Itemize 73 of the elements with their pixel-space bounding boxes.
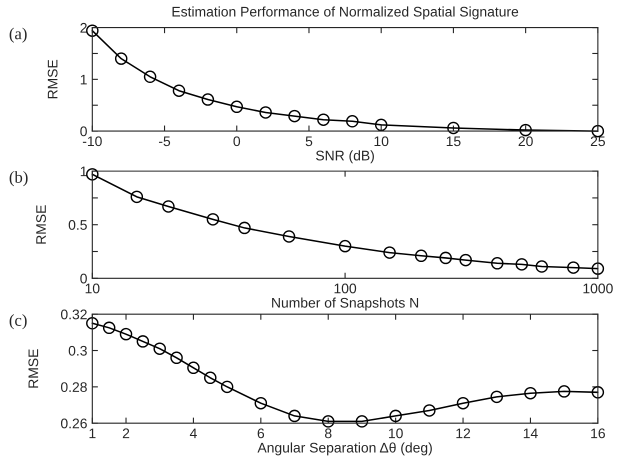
x-tick-label: 25 (590, 136, 605, 146)
y-tick-label: 0 (80, 126, 87, 136)
point (288, 110, 301, 122)
text: (c) (10, 314, 27, 330)
point (356, 415, 368, 428)
x-tick-label: 5 (306, 136, 312, 146)
point (102, 322, 116, 334)
point (519, 124, 532, 136)
point (120, 328, 132, 340)
point (230, 100, 244, 114)
y-tick-label: 1 (80, 166, 87, 176)
x-tick-label: 14 (524, 428, 538, 438)
x-tick-label: 6 (258, 428, 264, 438)
x-tick-label: 8 (324, 428, 332, 438)
point (423, 404, 436, 417)
point (153, 342, 166, 355)
point (187, 362, 200, 374)
y-tick-label: 0 (80, 274, 87, 284)
point (456, 396, 470, 410)
point (447, 122, 460, 134)
y-tick-label: 2 (80, 22, 87, 33)
point (144, 70, 156, 84)
point (204, 372, 217, 384)
x-axis-title: Angular Separation Δθ (deg) (257, 442, 432, 456)
text: (a) (10, 28, 27, 43)
point (259, 106, 272, 119)
y-tick-label: 1 (80, 74, 87, 84)
y-axis-title: RMSE (48, 60, 58, 98)
y-axis-title: RMSE (28, 349, 38, 388)
point (254, 396, 268, 410)
x-tick-label: 1 (90, 428, 96, 438)
point (288, 410, 301, 422)
y-tick-label: 0.3 (68, 346, 87, 356)
point (220, 380, 234, 394)
point (202, 93, 214, 106)
point (86, 24, 99, 37)
point (374, 118, 388, 132)
x-tick-label: 16 (591, 428, 605, 438)
x-axis-title: SNR (dB) (316, 150, 374, 164)
y-tick-label: 0.5 (68, 220, 87, 230)
point (317, 113, 330, 126)
y-axis-title: RMSE (36, 205, 46, 244)
point (322, 415, 334, 428)
x-tick-label: 1000 (583, 284, 613, 294)
text: (b) (10, 171, 28, 186)
point (592, 386, 604, 399)
x-tick-label: 15 (446, 136, 461, 146)
point (389, 410, 402, 422)
y-tick-label: 0.26 (60, 418, 87, 428)
x-tick-label: -5 (158, 136, 170, 146)
point (170, 352, 183, 364)
point (558, 385, 570, 398)
x-tick-label: 20 (518, 136, 533, 146)
x-tick-label: 12 (456, 428, 470, 438)
x-tick-label: 10 (374, 136, 388, 146)
x-tick-label: 2 (122, 428, 130, 438)
x-tick-label: 0 (233, 136, 240, 146)
y-tick-label: 0.32 (60, 310, 87, 320)
point (524, 386, 537, 400)
x-tick-label: -10 (82, 136, 102, 146)
y-tick-label: 0.28 (60, 382, 87, 392)
x-tick-label: 10 (388, 428, 403, 438)
x-axis-title: Number of Snapshots N (272, 297, 418, 310)
chart-title: Estimation Performance of Normalized Spatial Signature (172, 6, 518, 20)
point (114, 52, 128, 65)
x-tick-label: 100 (334, 284, 356, 294)
x-tick-label: 10 (86, 284, 100, 294)
point (490, 390, 503, 404)
point (172, 84, 186, 97)
point (136, 335, 150, 348)
point (346, 115, 359, 128)
point (86, 317, 99, 330)
x-tick-label: 4 (190, 428, 197, 438)
